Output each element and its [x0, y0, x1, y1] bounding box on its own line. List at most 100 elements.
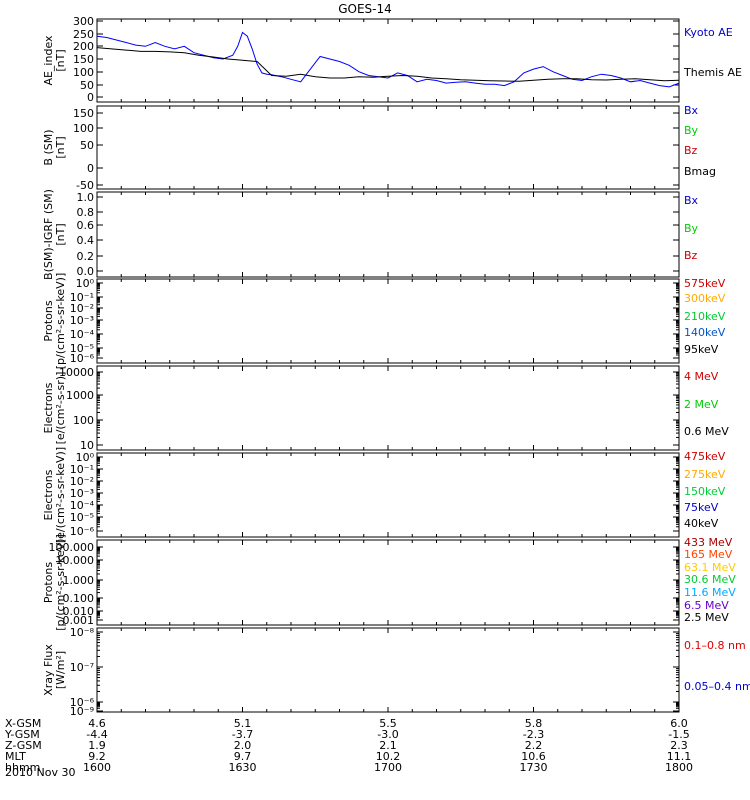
xaxis-value: 5.8 [525, 717, 543, 730]
xaxis-value: 10.6 [521, 750, 546, 763]
y-tick-label: 10 [80, 439, 94, 452]
y-tick-label: 10⁻¹ [70, 463, 94, 476]
y-axis-label: [nT] [54, 49, 67, 71]
y-tick-label: 0 [87, 91, 94, 104]
y-tick-label: 1.000 [63, 574, 95, 587]
legend-entry: 300keV [684, 292, 726, 305]
y-tick-label: 0.2 [77, 250, 95, 263]
panel-electrons_mev: 10000 1000 100 10 Electrons [e/(cm²-s-sr)] 4 M… [42, 365, 729, 452]
legend-entry: 95keV [684, 343, 719, 356]
xaxis-value: 2.1 [379, 739, 397, 752]
y-axis-label: [nT] [54, 136, 67, 158]
y-tick-label: 0.001 [63, 614, 95, 627]
y-axis-label: B(SM)-IGRF (SM) [42, 189, 55, 280]
y-axis-label: [W/m²] [54, 651, 67, 689]
y-tick-label: 1.0 [77, 191, 95, 204]
series-line-themis-ae [96, 47, 680, 82]
legend-entry: 40keV [684, 517, 719, 530]
y-tick-label: 10⁻⁴ [70, 328, 95, 341]
legend-entry: Bmag [684, 165, 716, 178]
y-tick-label: 10⁻⁶ [70, 352, 95, 365]
y-tick-label: 100 [73, 122, 94, 135]
legend-entry: 165 MeV [684, 548, 733, 561]
y-tick-label: 0.0 [77, 265, 95, 278]
legend-entry: 2.5 MeV [684, 611, 729, 624]
xaxis-value: -1.5 [668, 728, 689, 741]
y-axis-label: [p/(cm²-s-sr-keV)] [54, 273, 67, 370]
xaxis-value: 9.2 [88, 750, 106, 763]
y-axis-label: Xray Flux [42, 644, 55, 696]
y-axis-label: Electrons [42, 469, 55, 520]
legend-entry: 4 MeV [684, 370, 719, 383]
xaxis-value: 1600 [83, 761, 111, 774]
y-axis-label: [e/(cm²-s-sr)] [54, 372, 67, 445]
y-axis-label: [p/(cm²-s-sr-keV)] [54, 534, 67, 631]
panel-frame [96, 191, 680, 278]
panel-frame [96, 365, 680, 451]
legend-entry: 63.1 MeV [684, 561, 736, 574]
panel-xray: 10⁻⁸ 10⁻⁷ 10⁻⁶10⁻⁹ Xray Flux [W/m²] 0.1–0.8 n… [42, 626, 750, 718]
legend-entry: 575keV [684, 277, 726, 290]
panel-frame [96, 539, 680, 626]
legend-entry: 140keV [684, 326, 726, 339]
legend-entry: 30.6 MeV [684, 573, 736, 586]
xaxis-row-label: Y-GSM [4, 728, 40, 741]
xaxis-value: 1630 [229, 761, 257, 774]
xaxis-value: 5.1 [234, 717, 252, 730]
y-axis-label: Electrons [42, 382, 55, 433]
legend-entry: 11.6 MeV [684, 586, 736, 599]
legend-entry: 210keV [684, 310, 726, 323]
y-tick-label: 300 [73, 15, 94, 28]
y-tick-label: 10000 [59, 366, 94, 379]
xaxis-value: 9.7 [234, 750, 252, 763]
legend-entry: Kyoto AE [684, 26, 733, 39]
legend-entry: 475keV [684, 450, 726, 463]
y-tick-label: 10⁻¹ [70, 291, 94, 304]
legend-entry: 0.05–0.4 nm [684, 680, 750, 693]
y-tick-label: 100.000 [49, 541, 95, 554]
y-axis-label: [e/(cm²-s-sr-keV)] [54, 447, 67, 543]
y-tick-label: 10⁻³ [70, 487, 94, 500]
y-tick-label: 0.8 [77, 206, 95, 219]
y-tick-label: 10⁰ [76, 451, 95, 464]
xaxis-value: 1.9 [88, 739, 106, 752]
y-axis-label: Protons [42, 562, 55, 603]
y-tick-label: 50 [80, 79, 94, 92]
y-tick-label: 50 [80, 139, 94, 152]
series-line-kyoto-ae [96, 31, 680, 88]
legend-entry: 75keV [684, 501, 719, 514]
y-tick-label: 10.000 [56, 554, 95, 567]
legend-entry: 0.1–0.8 nm [684, 639, 746, 652]
y-tick-label: 0.6 [77, 219, 95, 232]
xaxis-row-label: MLT [5, 750, 26, 763]
legend-entry: Bx [684, 194, 699, 207]
xaxis-value: 11.1 [667, 750, 692, 763]
y-tick-label: -50 [76, 179, 94, 192]
xaxis-value: 10.2 [376, 750, 401, 763]
panel-frame [96, 18, 680, 103]
xaxis-value: -2.3 [523, 728, 544, 741]
xaxis-value: 2.2 [525, 739, 543, 752]
y-axis-label: [nT] [54, 223, 67, 245]
y-tick-label: 10⁻⁹ [70, 705, 94, 718]
legend-entry: 2 MeV [684, 398, 719, 411]
xaxis-value: 1730 [520, 761, 548, 774]
y-tick-label: 10⁻² [70, 475, 94, 488]
y-tick-label: 10⁻³ [70, 314, 94, 327]
y-tick-label: 0.010 [63, 605, 95, 618]
legend-entry: 275keV [684, 468, 726, 481]
y-tick-label: 10⁻⁶ [70, 525, 95, 538]
y-tick-label: 10⁻⁶ [70, 696, 95, 709]
y-axis-label: B (SM) [42, 129, 55, 165]
panel-frame [96, 278, 680, 364]
panel-frame [96, 105, 680, 190]
y-tick-label: 10⁻⁵ [70, 511, 94, 524]
y-axis-label: AE_index [42, 35, 55, 86]
legend-entry: 433 MeV [684, 536, 733, 549]
y-tick-label: 150 [73, 53, 94, 66]
panel-frame [96, 627, 680, 713]
